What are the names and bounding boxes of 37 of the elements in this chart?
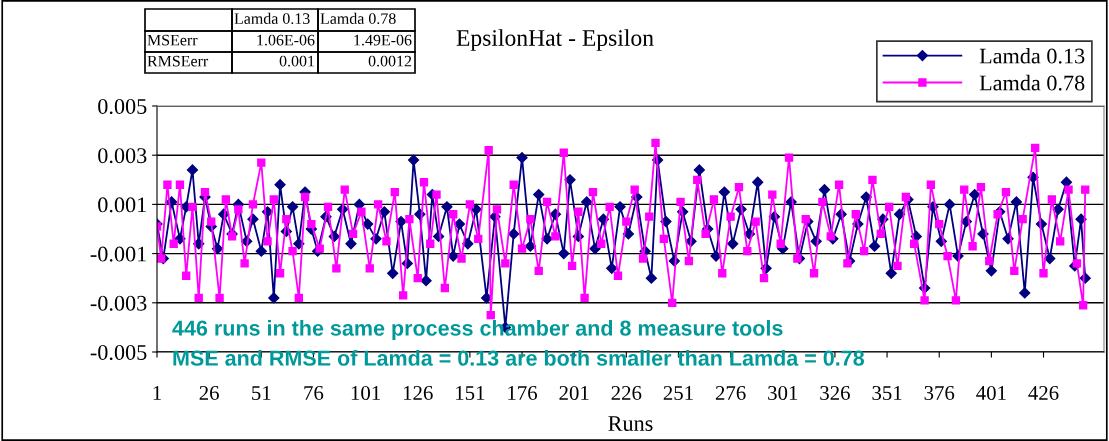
y-tick-label: 0.001 <box>98 197 146 213</box>
text: MSEerr <box>147 34 198 46</box>
y-tick-label: -0.003 <box>90 295 147 311</box>
x-tick-label: 326 <box>820 385 850 400</box>
x-tick-label: 1 <box>153 386 161 400</box>
x-tick-label: 276 <box>715 385 746 400</box>
x-tick-label: 76 <box>304 385 324 400</box>
x-tick-label: 126 <box>403 385 433 400</box>
x-tick-label: 376 <box>924 385 955 400</box>
x-tick-label: 251 <box>663 385 693 400</box>
y-tick-label: -0.005 <box>90 344 147 361</box>
text: 1.49E-06 <box>354 34 412 46</box>
x-tick-label: 176 <box>508 385 538 400</box>
x-tick-label: 351 <box>872 385 902 400</box>
x-axis-title: Runs <box>608 416 653 431</box>
x-tick-label: 101 <box>351 385 380 400</box>
y-tick-label: 0.003 <box>98 148 147 164</box>
y-tick-label: -0.001 <box>90 246 146 262</box>
x-tick-label: 426 <box>1028 385 1059 400</box>
text: 0.001 <box>279 55 315 67</box>
text: Lamda 0.78 <box>320 12 396 25</box>
x-tick-label: 301 <box>768 385 798 400</box>
x-tick-label: 151 <box>456 386 485 400</box>
x-tick-label: 201 <box>559 385 589 400</box>
x-tick-label: 26 <box>199 385 219 400</box>
text: RMSEerr <box>147 55 209 67</box>
legend-label: Lamda 0.78 <box>979 74 1085 91</box>
x-tick-label: 51 <box>252 386 271 400</box>
x-tick-label: 226 <box>611 385 642 400</box>
y-tick-label: 0.005 <box>98 98 147 115</box>
text: 0.0012 <box>368 55 412 67</box>
text: Lamda 0.13 <box>234 12 310 25</box>
legend-label: Lamda 0.13 <box>979 47 1085 64</box>
annotation: MSE and RMSE of Lamda = 0.13 are both smaller than Lamda = 0.78 <box>173 349 865 366</box>
chart-title: EpsilonHat - Epsilon <box>456 29 654 51</box>
text: 1.06E-06 <box>257 34 315 46</box>
x-tick-label: 401 <box>976 385 1006 400</box>
